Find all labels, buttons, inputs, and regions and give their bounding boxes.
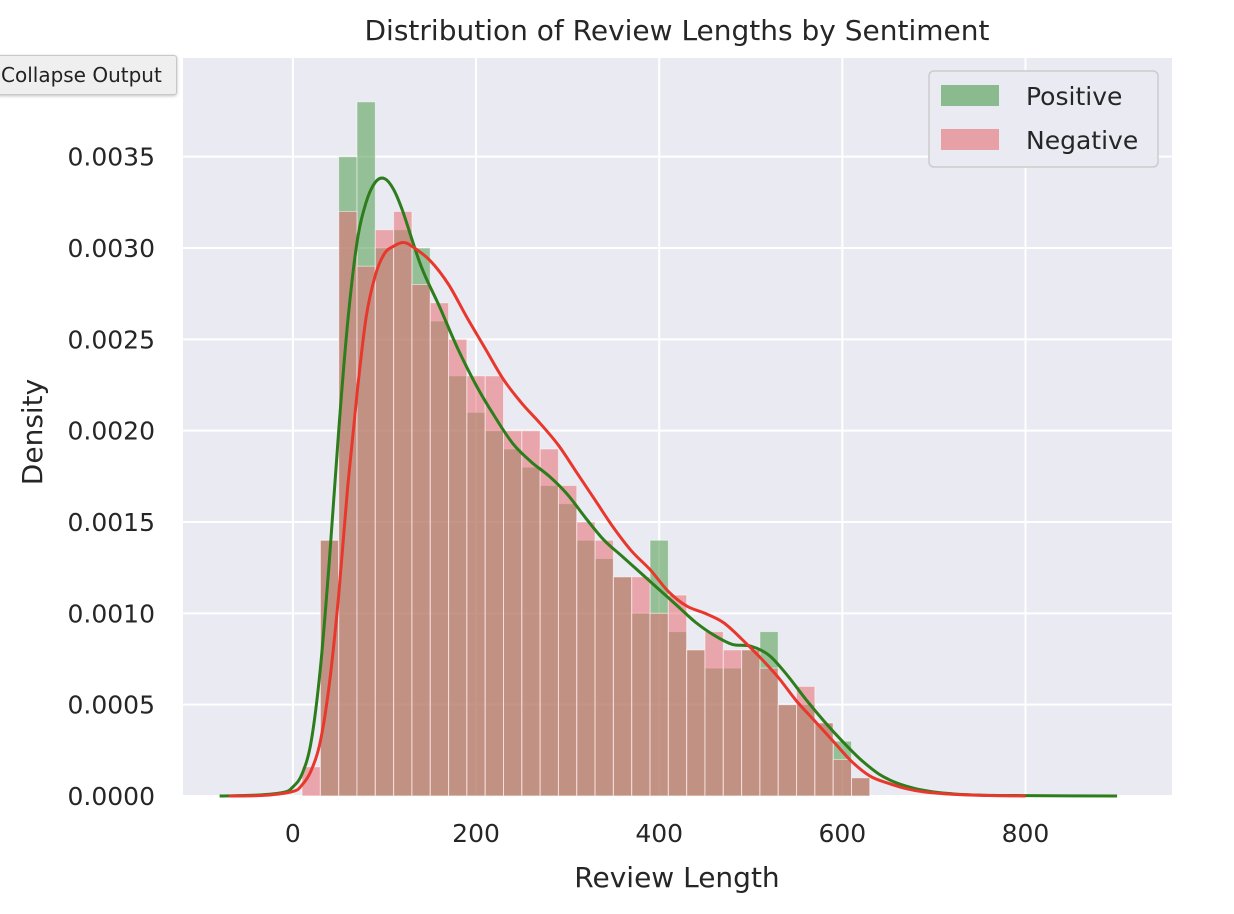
histogram-bar-negative bbox=[814, 722, 834, 797]
histogram-bar-negative bbox=[338, 210, 358, 797]
histogram-bar-negative bbox=[649, 612, 669, 797]
histogram-bar-negative bbox=[393, 210, 413, 797]
y-tick-label: 0.0025 bbox=[68, 325, 155, 354]
legend-swatch-positive bbox=[941, 85, 999, 106]
y-tick-label: 0.0010 bbox=[68, 599, 155, 628]
histogram-bar-negative bbox=[374, 229, 395, 797]
histogram-bar-negative bbox=[411, 284, 431, 797]
histogram-bar-negative bbox=[448, 338, 468, 797]
histogram-bar-negative bbox=[612, 576, 633, 797]
x-tick-label: 200 bbox=[452, 819, 500, 848]
histogram-bar-negative bbox=[832, 758, 852, 797]
x-tick-label: 800 bbox=[1002, 819, 1050, 848]
histogram-bar-negative bbox=[850, 777, 871, 797]
y-axis-label: Density bbox=[16, 379, 49, 485]
x-tick-label: 0 bbox=[285, 819, 301, 848]
histogram-bar-negative bbox=[429, 302, 450, 797]
legend-label-negative: Negative bbox=[1026, 126, 1138, 155]
histogram-bar-negative bbox=[466, 375, 486, 797]
y-tick-label: 0.0035 bbox=[68, 143, 155, 172]
histogram-bar-negative bbox=[576, 521, 596, 797]
y-tick-label: 0.0015 bbox=[68, 508, 155, 537]
x-tick-label: 400 bbox=[635, 819, 683, 848]
y-tick-label: 0.0000 bbox=[68, 782, 155, 811]
histogram-bar-negative bbox=[503, 430, 523, 797]
chart-title: Distribution of Review Lengths by Sentim… bbox=[365, 14, 990, 47]
histogram-bar-negative bbox=[557, 484, 578, 797]
histogram-bar-negative bbox=[594, 539, 614, 797]
histogram-bar-negative bbox=[759, 667, 779, 797]
x-axis-label: Review Length bbox=[574, 861, 779, 894]
negative-bars bbox=[301, 210, 871, 797]
histogram-bar-negative bbox=[356, 265, 376, 797]
histogram-bar-negative bbox=[667, 594, 688, 797]
y-tick-label: 0.0005 bbox=[68, 691, 155, 720]
histogram-bar-negative bbox=[319, 539, 340, 797]
y-tick-labels: 0.0000 0.0005 0.0010 0.0015 0.0020 0.0025 0.00… bbox=[68, 143, 155, 811]
collapse-output-button[interactable]: Collapse Output bbox=[0, 55, 177, 95]
histogram-bar-negative bbox=[631, 576, 651, 797]
legend-swatch-negative bbox=[941, 129, 999, 150]
x-tick-label: 600 bbox=[818, 819, 866, 848]
y-tick-label: 0.0030 bbox=[68, 234, 155, 263]
y-tick-label: 0.0020 bbox=[68, 417, 155, 446]
x-tick-labels: 0 200 400 600 800 bbox=[285, 819, 1049, 848]
histogram-bar-negative bbox=[686, 649, 706, 797]
kde-curves bbox=[219, 176, 1118, 798]
histogram-bar-negative bbox=[741, 649, 761, 797]
histogram-bar-negative bbox=[539, 448, 559, 797]
kde-line-negative bbox=[228, 240, 1026, 798]
histogram-bar-negative bbox=[722, 649, 743, 797]
histogram-bar-negative bbox=[777, 704, 798, 797]
legend: Positive Negative bbox=[928, 70, 1159, 168]
histogram-bar-negative bbox=[484, 375, 505, 797]
legend-label-positive: Positive bbox=[1026, 82, 1122, 111]
histogram-bar-negative bbox=[521, 430, 541, 797]
histogram-bar-negative bbox=[704, 631, 724, 797]
kde-line-positive bbox=[219, 176, 1118, 798]
